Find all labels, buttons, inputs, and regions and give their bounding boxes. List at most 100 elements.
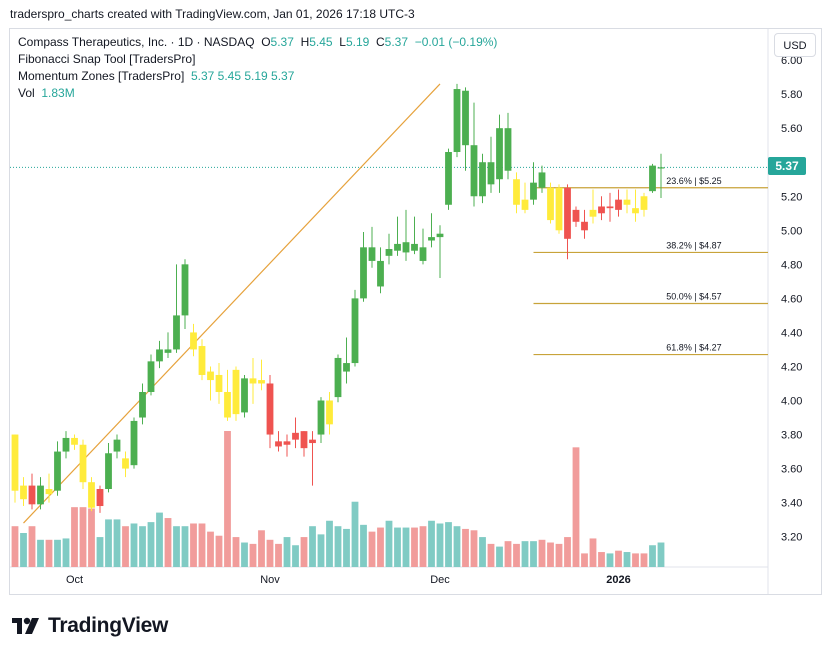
candle-body <box>207 371 214 381</box>
candle-body <box>411 243 418 251</box>
candle-body <box>198 346 206 375</box>
volume-bar <box>190 523 197 567</box>
candle-body <box>632 208 639 214</box>
candle-body <box>181 264 189 316</box>
legend-symbol-row[interactable]: Compass Therapeutics, Inc. · 1D · NASDAQ… <box>18 34 497 51</box>
y-tick-label: 4.60 <box>781 293 802 305</box>
candle-body <box>300 431 308 449</box>
study-momentum-values: 5.37 5.45 5.19 5.37 <box>190 69 295 83</box>
volume-bar <box>377 527 384 567</box>
candle-body <box>445 152 452 205</box>
volume-bar <box>181 526 189 567</box>
legend-volume[interactable]: Vol 1.83M <box>18 85 497 102</box>
candle-body <box>462 90 469 146</box>
volume-bar <box>581 553 588 567</box>
volume-bar <box>62 538 70 567</box>
volume-bar <box>547 542 554 567</box>
candle-body <box>309 439 316 444</box>
volume-bar <box>572 447 580 567</box>
volume-bar <box>11 526 19 567</box>
volume-bar <box>360 524 367 567</box>
y-tick-label: 4.20 <box>781 361 802 373</box>
volume-bar <box>453 526 461 567</box>
candle-body <box>589 209 597 217</box>
price-change: −0.01 (−0.19%) <box>414 35 498 49</box>
volume-bar <box>351 501 359 567</box>
volume-label: Vol <box>18 86 35 100</box>
chart-header-title: traderspro_charts created with TradingVi… <box>10 7 415 21</box>
volume-bar <box>241 542 248 567</box>
candle-body <box>232 369 240 415</box>
volume-bar <box>173 526 180 567</box>
volume-bar <box>28 526 36 567</box>
candle-body <box>190 332 197 350</box>
candle-body <box>79 444 87 483</box>
candle-body <box>572 209 580 222</box>
last-price-label: 5.37 <box>768 157 806 175</box>
volume-bar <box>207 531 214 567</box>
candle-body <box>292 432 299 440</box>
volume-value: 1.83M <box>41 86 75 100</box>
ohlc-close-label: C <box>376 35 385 49</box>
x-tick-label: Dec <box>430 574 450 586</box>
y-tick-label: 4.00 <box>781 396 802 408</box>
volume-bar <box>258 530 265 567</box>
y-tick-label: 3.40 <box>781 498 802 510</box>
ohlc-close: 5.37 <box>384 35 409 49</box>
candle-body <box>334 357 342 398</box>
volume-bar <box>71 507 78 567</box>
candle-body <box>343 363 350 372</box>
volume-bar <box>232 537 240 567</box>
candle-body <box>564 187 571 239</box>
candle-body <box>317 400 325 435</box>
legend-study-momentum[interactable]: Momentum Zones [TradersPro] 5.37 5.45 5.… <box>18 68 497 85</box>
volume-bar <box>598 552 605 567</box>
candle-body <box>88 482 95 508</box>
candle-body <box>453 89 461 153</box>
volume-bar <box>504 541 512 567</box>
candle-body <box>283 441 291 445</box>
volume-bar <box>657 542 665 567</box>
x-tick-label: Oct <box>66 574 83 586</box>
volume-bar <box>640 553 648 567</box>
candle-body <box>258 380 265 384</box>
volume-bar <box>419 526 427 567</box>
volume-bar <box>215 535 223 567</box>
chart-frame <box>9 28 822 595</box>
y-tick-label: 4.40 <box>781 327 802 339</box>
volume-bar <box>224 431 231 567</box>
candle-body <box>649 165 656 192</box>
tradingview-footer[interactable]: TradingView <box>12 614 168 638</box>
candle-body <box>164 349 172 353</box>
candle-body <box>96 489 104 507</box>
y-tick-label: 4.80 <box>781 259 802 271</box>
volume-bar <box>79 507 87 567</box>
tradingview-logo-icon <box>12 617 39 634</box>
candle-body <box>521 199 529 210</box>
candle-body <box>156 349 163 362</box>
candle-body <box>419 247 427 261</box>
volume-bar <box>275 543 282 567</box>
candle-body <box>71 437 78 445</box>
candle-body <box>326 400 333 425</box>
volume-bar <box>334 526 342 567</box>
volume-bar <box>45 539 53 567</box>
volume-bar <box>300 537 308 567</box>
volume-bar <box>266 539 274 567</box>
volume-bar <box>105 519 112 567</box>
volume-bar <box>521 541 529 567</box>
candle-body <box>20 485 27 500</box>
volume-bar <box>428 520 435 567</box>
candle-body <box>598 206 605 214</box>
currency-button[interactable]: USD <box>774 33 816 57</box>
candle-body <box>28 485 36 505</box>
candle-body <box>147 361 155 392</box>
ohlc-high-label: H <box>300 35 310 49</box>
y-tick-label: 5.20 <box>781 191 802 203</box>
legend-study-fibonacci[interactable]: Fibonacci Snap Tool [TradersPro] <box>18 52 196 66</box>
y-tick-label: 5.80 <box>781 89 802 101</box>
candle-body <box>606 206 614 209</box>
candle-body <box>385 249 393 256</box>
volume-bar <box>470 530 478 567</box>
